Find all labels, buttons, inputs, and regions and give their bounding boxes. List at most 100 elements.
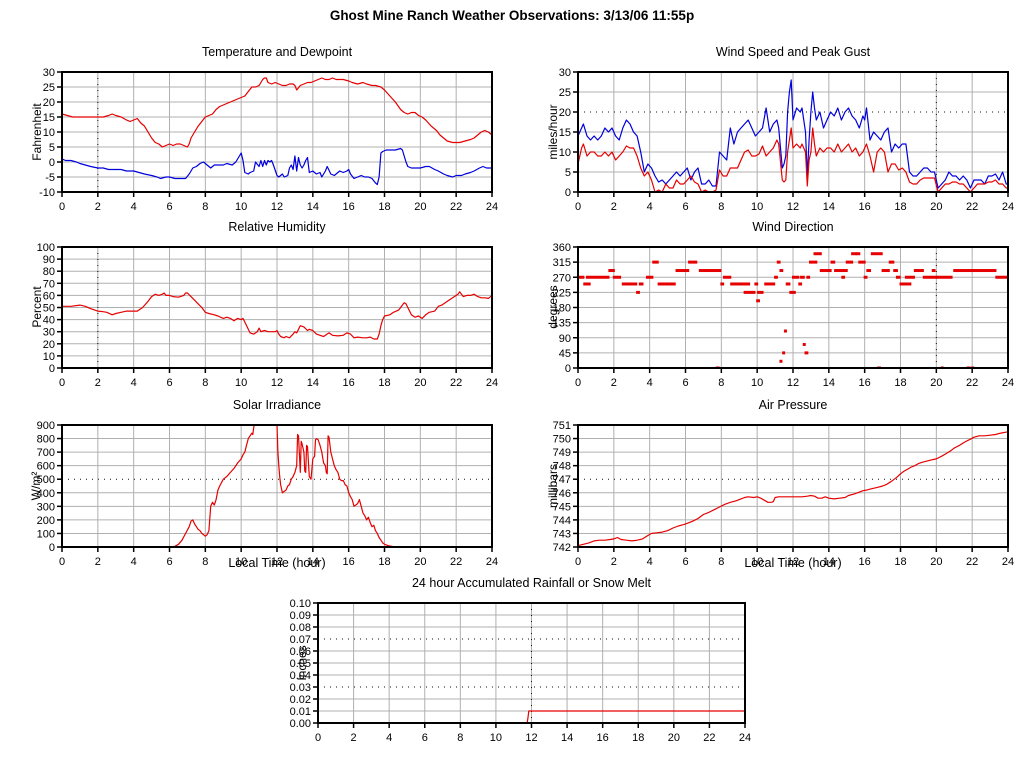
svg-text:0.08: 0.08 (290, 622, 311, 634)
chart-title: Wind Direction (752, 220, 834, 234)
svg-text:10: 10 (751, 377, 763, 389)
svg-text:10: 10 (235, 201, 247, 213)
svg-text:4: 4 (647, 377, 653, 389)
svg-text:0: 0 (49, 542, 55, 554)
svg-text:30: 30 (43, 67, 55, 79)
svg-text:18: 18 (378, 201, 390, 213)
svg-text:8: 8 (202, 201, 208, 213)
svg-text:0: 0 (575, 556, 581, 568)
svg-text:751: 751 (553, 420, 571, 432)
svg-text:20: 20 (930, 201, 942, 213)
svg-text:0: 0 (59, 201, 65, 213)
svg-text:24: 24 (486, 556, 498, 568)
svg-text:0.07: 0.07 (290, 634, 311, 646)
svg-text:18: 18 (378, 377, 390, 389)
svg-text:2: 2 (95, 556, 101, 568)
svg-text:360: 360 (553, 242, 571, 254)
svg-text:748: 748 (553, 461, 571, 473)
svg-text:40: 40 (43, 315, 55, 327)
svg-text:4: 4 (131, 556, 137, 568)
svg-text:25: 25 (559, 87, 571, 99)
x-axis-label: Local Time (hour) (228, 556, 326, 570)
svg-text:14: 14 (307, 377, 319, 389)
svg-text:15: 15 (43, 112, 55, 124)
svg-text:24: 24 (739, 732, 751, 744)
svg-text:6: 6 (166, 377, 172, 389)
svg-text:18: 18 (894, 556, 906, 568)
svg-text:16: 16 (597, 732, 609, 744)
svg-text:0.02: 0.02 (290, 694, 311, 706)
svg-text:18: 18 (894, 201, 906, 213)
svg-text:225: 225 (553, 287, 571, 299)
svg-text:12: 12 (787, 201, 799, 213)
svg-text:12: 12 (787, 556, 799, 568)
chart-title: Solar Irradiance (232, 398, 322, 412)
svg-text:10: 10 (751, 556, 763, 568)
svg-text:5: 5 (565, 167, 571, 179)
svg-text:14: 14 (823, 201, 835, 213)
air-pressure-plot: 0 2 4 6 8 10 12 14 16 18 20 22 247427437447457467477… (553, 420, 1014, 568)
svg-text:12: 12 (271, 556, 283, 568)
svg-text:300: 300 (37, 501, 55, 513)
relative-humidity-plot: 0 2 4 6 8 10 12 14 16 18 20 22 240102030405060708090… (37, 242, 498, 389)
svg-text:24: 24 (1002, 377, 1014, 389)
svg-text:0: 0 (565, 187, 571, 199)
svg-text:5: 5 (49, 142, 55, 154)
svg-text:20: 20 (414, 377, 426, 389)
svg-text:0.10: 0.10 (290, 598, 311, 610)
wind-direction-plot: 0 2 4 6 8 10 12 14 16 18 20 22 240459013518022527031… (553, 242, 1014, 389)
svg-text:744: 744 (553, 515, 571, 527)
svg-text:14: 14 (823, 556, 835, 568)
svg-text:8: 8 (457, 732, 463, 744)
svg-text:20: 20 (559, 107, 571, 119)
svg-text:24: 24 (486, 201, 498, 213)
svg-text:16: 16 (343, 556, 355, 568)
svg-text:8: 8 (718, 556, 724, 568)
svg-text:0.01: 0.01 (290, 706, 311, 718)
svg-text:12: 12 (271, 377, 283, 389)
svg-text:24: 24 (1002, 556, 1014, 568)
chart-title: Wind Speed and Peak Gust (715, 45, 871, 59)
x-axis-label: Local Time (hour) (744, 556, 842, 570)
svg-text:0.05: 0.05 (290, 658, 311, 670)
svg-text:20: 20 (43, 339, 55, 351)
svg-text:10: 10 (559, 147, 571, 159)
svg-text:-10: -10 (39, 187, 55, 199)
svg-text:12: 12 (525, 732, 537, 744)
svg-text:16: 16 (859, 201, 871, 213)
svg-text:50: 50 (43, 303, 55, 315)
svg-text:24: 24 (1002, 201, 1014, 213)
svg-text:10: 10 (751, 201, 763, 213)
svg-text:6: 6 (682, 377, 688, 389)
svg-text:8: 8 (202, 556, 208, 568)
svg-text:20: 20 (414, 201, 426, 213)
svg-text:900: 900 (37, 420, 55, 432)
svg-text:22: 22 (966, 556, 978, 568)
svg-text:400: 400 (37, 488, 55, 500)
svg-text:0: 0 (575, 377, 581, 389)
svg-text:2: 2 (95, 377, 101, 389)
svg-text:8: 8 (718, 201, 724, 213)
svg-text:10: 10 (235, 556, 247, 568)
chart-title: 24 hour Accumulated Rainfall or Snow Mel… (411, 576, 651, 590)
svg-text:45: 45 (559, 348, 571, 360)
svg-text:22: 22 (966, 201, 978, 213)
svg-text:6: 6 (422, 732, 428, 744)
svg-text:180: 180 (553, 303, 571, 315)
svg-text:-5: -5 (45, 172, 55, 184)
svg-text:16: 16 (343, 201, 355, 213)
svg-text:90: 90 (559, 333, 571, 345)
svg-text:25: 25 (43, 82, 55, 94)
svg-text:10: 10 (235, 377, 247, 389)
svg-text:200: 200 (37, 515, 55, 527)
svg-text:24: 24 (486, 377, 498, 389)
svg-text:15: 15 (559, 127, 571, 139)
svg-text:8: 8 (718, 377, 724, 389)
svg-text:6: 6 (682, 201, 688, 213)
svg-text:100: 100 (37, 528, 55, 540)
svg-text:14: 14 (307, 201, 319, 213)
svg-text:20: 20 (930, 556, 942, 568)
svg-text:315: 315 (553, 257, 571, 269)
svg-text:0: 0 (315, 732, 321, 744)
